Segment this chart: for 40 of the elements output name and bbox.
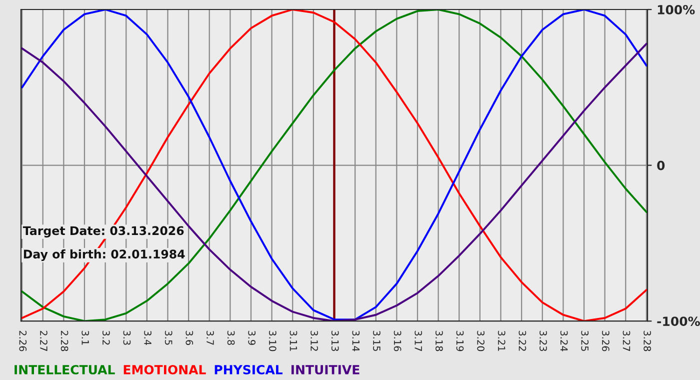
x-tick-label: 3.21 [498,330,506,351]
x-tick-label: 3.12 [310,330,318,351]
annotation: Target Date: 03.13.2026 [22,226,184,238]
x-tick-label: 3.1 [82,330,90,345]
x-tick-label: 3.28 [644,330,651,352]
text: PHYSICAL [214,364,283,374]
x-tick-label: 3.17 [414,330,422,351]
x-tick-label: 3.8 [227,330,235,345]
x-tick-label: 3.2 [102,330,110,345]
x-tick-label: 3.24 [560,330,568,352]
annotation: Day of birth: 02.01.1984 [24,249,185,261]
x-tick-label: 3.26 [602,330,610,352]
x-tick-label: 3.18 [436,330,443,352]
x-tick-label: 3.19 [456,330,464,352]
x-tick-label: 3.22 [518,330,526,351]
y-tick-label: 100% [658,4,695,14]
x-tick-label: 3.23 [540,330,547,351]
x-tick-label: 2.27 [40,330,48,351]
x-tick-label: 3.3 [123,330,131,345]
x-tick-label: 3.10 [268,330,276,352]
x-tick-label: 2.26 [19,330,27,352]
y-tick-label: -100% [657,316,700,326]
x-tick-label: 3.6 [186,330,194,345]
x-tick-label: 3.13 [331,330,339,351]
x-tick-label: 3.7 [206,330,214,345]
x-tick-label: 3.4 [144,330,152,346]
text: EMOTIONAL [124,364,206,374]
x-tick-label: 3.27 [622,330,630,351]
x-tick-label: 3.25 [581,330,589,351]
x-tick-label: 3.20 [477,330,484,352]
x-tick-label: 3.11 [290,330,298,351]
text: INTUITIVE [292,365,360,374]
y-tick-label: 0 [657,160,665,170]
x-tick-label: 3.9 [248,330,256,345]
x-tick-label: 3.5 [164,330,172,345]
x-tick-label: 3.16 [394,330,402,352]
x-tick-label: 2.28 [60,330,68,352]
text: INTELLECTUAL [14,364,115,374]
x-tick-label: 3.15 [373,330,380,351]
x-tick-label: 3.14 [352,330,360,352]
